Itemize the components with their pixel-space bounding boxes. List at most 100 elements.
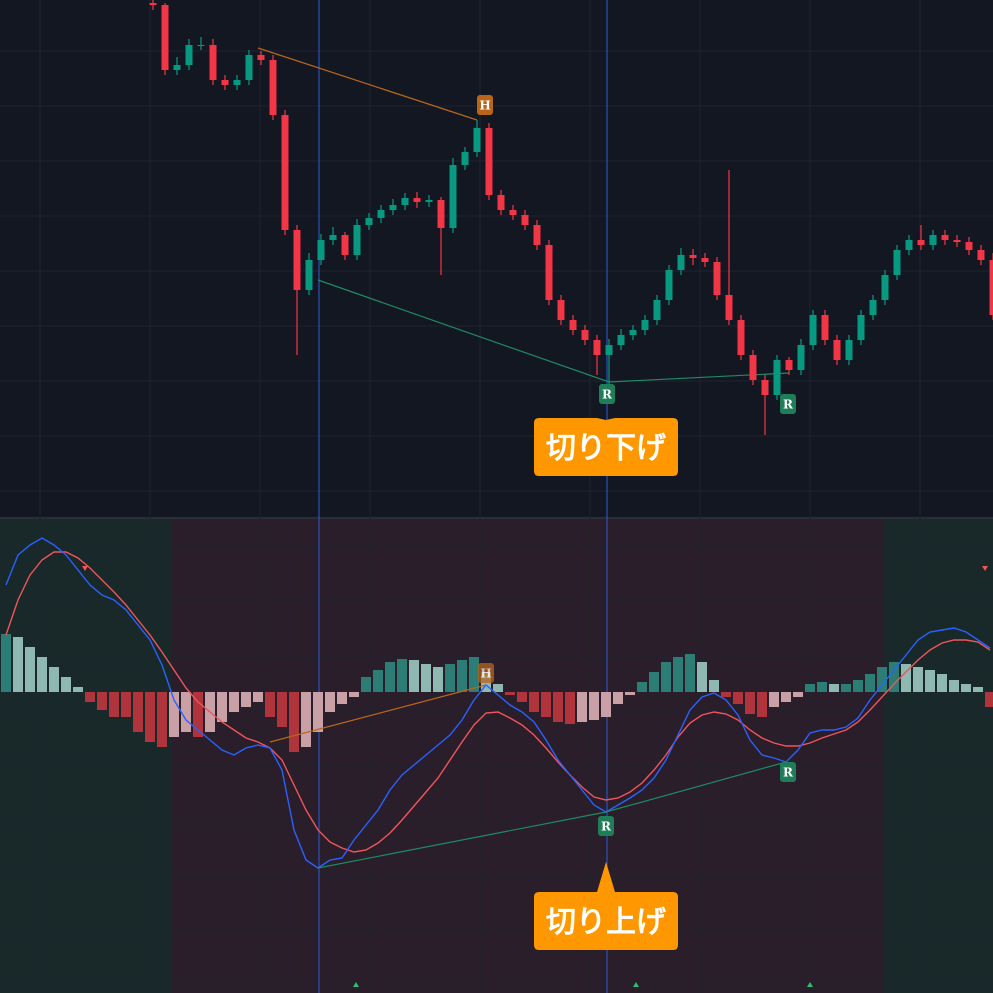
histogram-bar xyxy=(25,647,35,692)
candle-body xyxy=(929,235,937,245)
candle-body xyxy=(245,55,253,80)
histogram-bar xyxy=(217,692,227,722)
histogram-bar xyxy=(841,684,851,692)
candle-body xyxy=(797,345,805,370)
candle-body xyxy=(281,115,289,230)
signal-arrow xyxy=(353,982,359,987)
callout-text: 切り下げ xyxy=(546,431,667,466)
marker-label: R xyxy=(783,766,794,780)
histogram-bar xyxy=(949,680,959,692)
histogram-bar xyxy=(877,667,887,692)
candle-body xyxy=(893,250,901,275)
candle-body xyxy=(605,345,613,355)
candle-body xyxy=(485,128,493,195)
candle-body xyxy=(161,5,169,70)
macd-line xyxy=(5,537,991,869)
candle-body xyxy=(377,210,385,218)
histogram-bar xyxy=(301,692,311,747)
histogram-bar xyxy=(709,680,719,692)
histogram-bar xyxy=(757,692,767,717)
marker-box xyxy=(477,95,493,115)
histogram-bar xyxy=(625,692,635,695)
marker-box xyxy=(478,663,494,683)
candle-body xyxy=(713,262,721,295)
histogram-bar xyxy=(97,692,107,710)
candle-body xyxy=(257,55,265,60)
histogram-bar xyxy=(925,670,935,692)
histogram-bar xyxy=(565,692,575,724)
candle-body xyxy=(809,315,817,345)
marker-label: R xyxy=(602,388,613,402)
divergence-line xyxy=(317,761,787,869)
candle-body xyxy=(629,330,637,335)
histogram-bar xyxy=(589,692,599,720)
histogram-bar xyxy=(277,692,287,727)
histogram-bar xyxy=(109,692,119,717)
histogram-bar xyxy=(781,692,791,702)
candle-body xyxy=(569,320,577,330)
candle-body xyxy=(353,225,361,255)
marker-tag: H xyxy=(477,95,493,115)
histogram-bar xyxy=(697,662,707,692)
candle-body xyxy=(965,242,973,250)
histogram-bar xyxy=(361,677,371,692)
histogram-bar xyxy=(817,682,827,692)
callout: 切り上げ xyxy=(534,862,678,950)
candle-body xyxy=(977,250,985,260)
candle-body xyxy=(389,205,397,210)
candle-body xyxy=(653,300,661,320)
histogram-bar xyxy=(601,692,611,717)
marker-tag: R xyxy=(780,762,796,782)
histogram-bar xyxy=(73,687,83,692)
histogram-bar xyxy=(445,664,455,692)
histogram-bar xyxy=(673,657,683,692)
candle-body xyxy=(557,300,565,320)
signal-arrow xyxy=(633,982,639,987)
histogram-bar xyxy=(613,692,623,704)
candle-body xyxy=(821,315,829,340)
histogram-bar xyxy=(961,684,971,692)
macd-zone-bull xyxy=(883,519,993,993)
histogram-bar xyxy=(253,692,263,702)
histogram-bar xyxy=(733,692,743,704)
histogram-bar xyxy=(13,637,23,692)
candle-body xyxy=(341,235,349,255)
candle-body xyxy=(269,60,277,115)
histogram-bar xyxy=(985,692,993,707)
candle-body xyxy=(533,225,541,245)
histogram-bar xyxy=(469,657,479,692)
histogram-bar xyxy=(637,682,647,692)
candle-body xyxy=(209,45,217,80)
marker-box xyxy=(598,816,614,836)
histogram-bar xyxy=(577,692,587,722)
candle-body xyxy=(233,80,241,85)
histogram-bar xyxy=(325,692,335,712)
candle-body xyxy=(221,80,229,85)
histogram-bar xyxy=(241,692,251,707)
candle-body xyxy=(365,218,373,225)
histogram-bar xyxy=(1,634,11,692)
signal-arrow xyxy=(82,566,88,571)
histogram-bar xyxy=(769,692,779,707)
candle-body xyxy=(521,215,529,225)
histogram-bar xyxy=(433,667,443,692)
candle-body xyxy=(881,275,889,300)
histogram-bar xyxy=(421,664,431,692)
histogram-bar xyxy=(793,692,803,697)
histogram-bar xyxy=(121,692,131,717)
histogram-bar xyxy=(349,692,359,697)
candle-body xyxy=(545,245,553,300)
candle-body xyxy=(329,235,337,240)
marker-tag: R xyxy=(780,394,796,414)
histogram-bar xyxy=(409,660,419,692)
histogram-bar xyxy=(61,677,71,692)
histogram-bar xyxy=(313,692,323,732)
candle-body xyxy=(989,260,993,315)
candle-body xyxy=(857,315,865,340)
callout-shape xyxy=(534,418,678,476)
callout: 切り下げ xyxy=(534,418,678,476)
price-pane xyxy=(0,0,993,517)
histogram-bar xyxy=(37,657,47,692)
histogram-bar xyxy=(193,692,203,737)
